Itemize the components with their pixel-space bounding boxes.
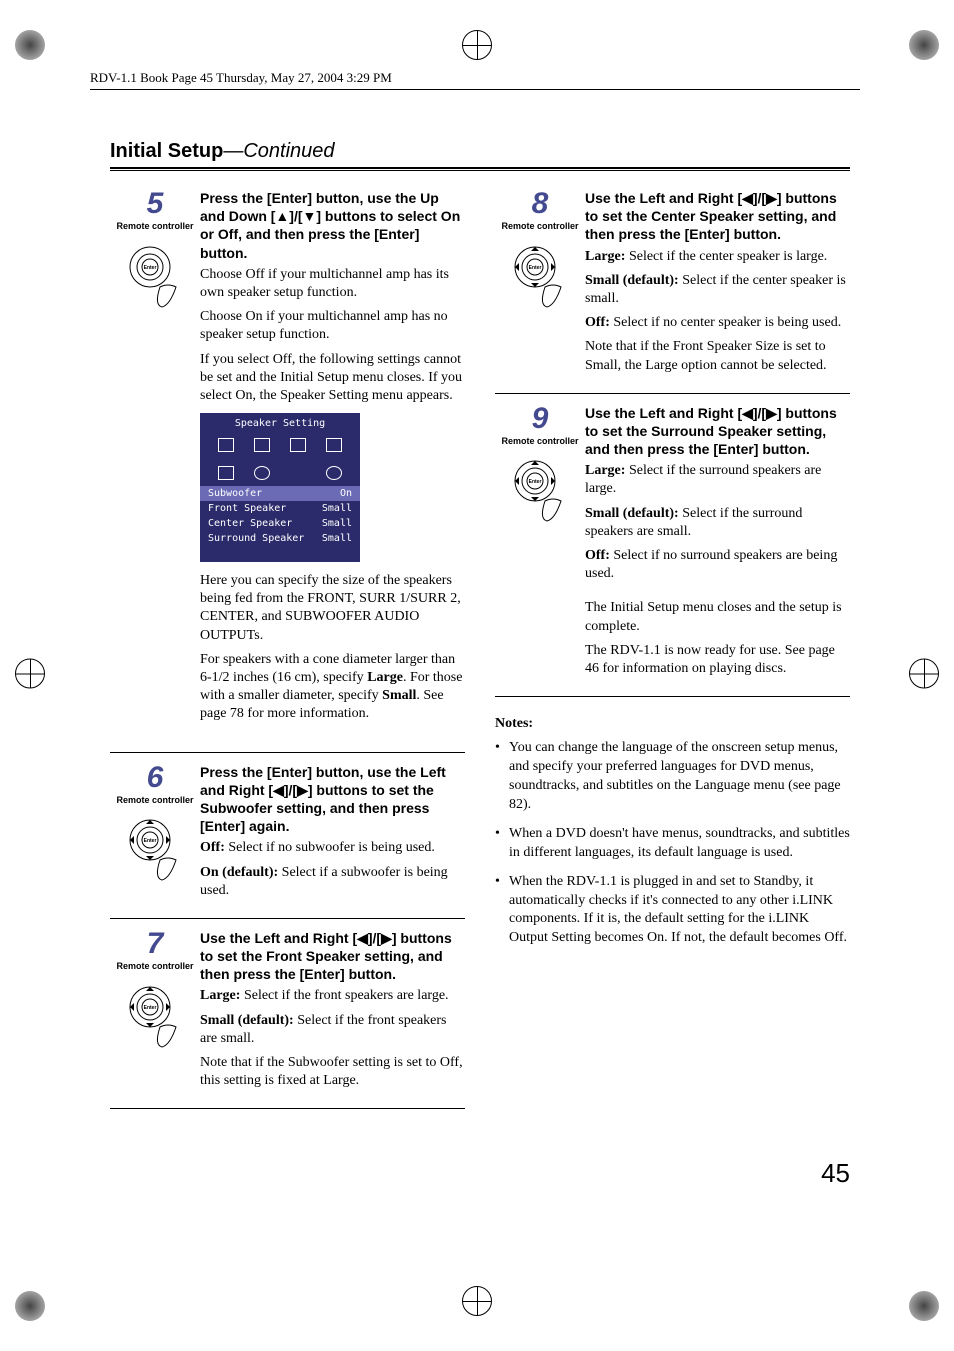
speaker-row-label: Center Speaker [208, 517, 292, 530]
page-meta-text: RDV-1.1 Book Page 45 Thursday, May 27, 2… [90, 70, 392, 85]
step-body: Small (default): Select if the center sp… [585, 272, 850, 308]
step-body: Note that if the Subwoofer setting is se… [200, 1054, 465, 1090]
notes-heading: Notes: [495, 715, 850, 733]
registration-mark-icon [15, 658, 45, 693]
page-number: 45 [821, 1158, 850, 1189]
speaker-ui-icons [200, 434, 360, 486]
step-body: Note that if the Front Speaker Size is s… [585, 338, 850, 374]
step-body: If you select Off, the following setting… [200, 351, 465, 406]
page-title: Initial Setup—Continued [110, 140, 850, 163]
remote-icon: Enter [505, 241, 575, 321]
registration-mark-icon [462, 30, 492, 65]
step-body: On (default): Select if a subwoofer is b… [200, 864, 465, 900]
speaker-icon [254, 466, 270, 480]
crop-mark-icon [909, 30, 939, 60]
registration-mark-icon [462, 1286, 492, 1321]
step-7: 7 Remote controller Enter [110, 929, 465, 1110]
title-main: Initial Setup [110, 140, 223, 162]
step-number: 5 [110, 189, 200, 219]
speaker-row-label: Surround Speaker [208, 532, 304, 545]
step-body: Large: Select if the surround speakers a… [585, 462, 850, 498]
step-divider [110, 752, 465, 753]
remote-label: Remote controller [110, 221, 200, 233]
note-item: You can change the language of the onscr… [495, 739, 850, 815]
svg-text:Enter: Enter [529, 265, 542, 271]
speaker-setting-screenshot: Speaker Setting Subwoofer [200, 413, 360, 562]
step-body: For speakers with a cone diameter larger… [200, 651, 465, 724]
step-body: Off: Select if no center speaker is bein… [585, 314, 850, 332]
step-number: 9 [495, 404, 585, 434]
step-instruction: Use the Left and Right [◀]/[▶] buttons t… [200, 929, 465, 984]
step-instruction: Use the Left and Right [◀]/[▶] buttons t… [585, 404, 850, 459]
speaker-icon [218, 438, 234, 452]
step-6: 6 Remote controller Enter [110, 763, 465, 919]
page-meta-header: RDV-1.1 Book Page 45 Thursday, May 27, 2… [90, 70, 392, 86]
speaker-ui-row: Surround Speaker Small [200, 531, 360, 546]
note-item: When a DVD doesn't have menus, soundtrac… [495, 825, 850, 863]
step-body: Choose On if your multichannel amp has n… [200, 308, 465, 344]
step-body: Here you can specify the size of the spe… [200, 572, 465, 645]
speaker-icon [326, 466, 342, 480]
step-body: Off: Select if no surround speakers are … [585, 547, 850, 583]
svg-text:Enter: Enter [529, 479, 542, 485]
speaker-icon [218, 466, 234, 480]
speaker-row-label: Subwoofer [208, 487, 262, 500]
speaker-icon [290, 438, 306, 452]
step-instruction: Use the Left and Right [◀]/[▶] buttons t… [585, 189, 850, 244]
note-item: When the RDV-1.1 is plugged in and set t… [495, 873, 850, 949]
remote-label: Remote controller [495, 221, 585, 233]
step-8: 8 Remote controller Enter [495, 189, 850, 394]
title-rule [110, 167, 850, 171]
svg-text:Enter: Enter [144, 265, 157, 271]
step-instruction: Press the [Enter] button, use the Up and… [200, 189, 465, 262]
speaker-icon [326, 438, 342, 452]
remote-icon: Enter [120, 981, 190, 1061]
step-number: 6 [110, 763, 200, 793]
svg-text:Enter: Enter [144, 838, 157, 844]
notes-list: You can change the language of the onscr… [495, 739, 850, 948]
header-rule [90, 89, 860, 90]
step-body: Large: Select if the center speaker is l… [585, 248, 850, 266]
remote-label: Remote controller [110, 961, 200, 973]
speaker-ui-title: Speaker Setting [200, 413, 360, 434]
speaker-row-value: Small [322, 502, 352, 515]
speaker-ui-row: Center Speaker Small [200, 516, 360, 531]
speaker-row-value: Small [322, 517, 352, 530]
remote-icon: Enter [120, 814, 190, 894]
crop-mark-icon [15, 30, 45, 60]
speaker-row-label: Front Speaker [208, 502, 286, 515]
speaker-row-value: Small [322, 532, 352, 545]
step-9: 9 Remote controller Enter [495, 404, 850, 697]
speaker-row-value: On [340, 487, 352, 500]
svg-text:Enter: Enter [144, 1005, 157, 1011]
remote-label: Remote controller [110, 795, 200, 807]
crop-mark-icon [15, 1291, 45, 1321]
step-body: The RDV-1.1 is now ready for use. See pa… [585, 642, 850, 678]
step-number: 7 [110, 929, 200, 959]
remote-icon: Enter [120, 241, 190, 321]
remote-label: Remote controller [495, 436, 585, 448]
step-body: Small (default): Select if the surround … [585, 505, 850, 541]
speaker-ui-row: Subwoofer On [200, 486, 360, 501]
step-body: Choose Off if your multichannel amp has … [200, 266, 465, 302]
remote-icon: Enter [505, 455, 575, 535]
step-5: 5 Remote controller Enter Press the [Ent [110, 189, 465, 742]
step-body: Off: Select if no subwoofer is being use… [200, 839, 465, 857]
speaker-icon [254, 438, 270, 452]
step-body: The Initial Setup menu closes and the se… [585, 599, 850, 635]
step-body: Small (default): Select if the front spe… [200, 1012, 465, 1048]
step-number: 8 [495, 189, 585, 219]
step-instruction: Press the [Enter] button, use the Left a… [200, 763, 465, 836]
registration-mark-icon [909, 658, 939, 693]
crop-mark-icon [909, 1291, 939, 1321]
step-body: Large: Select if the front speakers are … [200, 987, 465, 1005]
title-continued: —Continued [223, 140, 334, 162]
speaker-ui-row: Front Speaker Small [200, 501, 360, 516]
